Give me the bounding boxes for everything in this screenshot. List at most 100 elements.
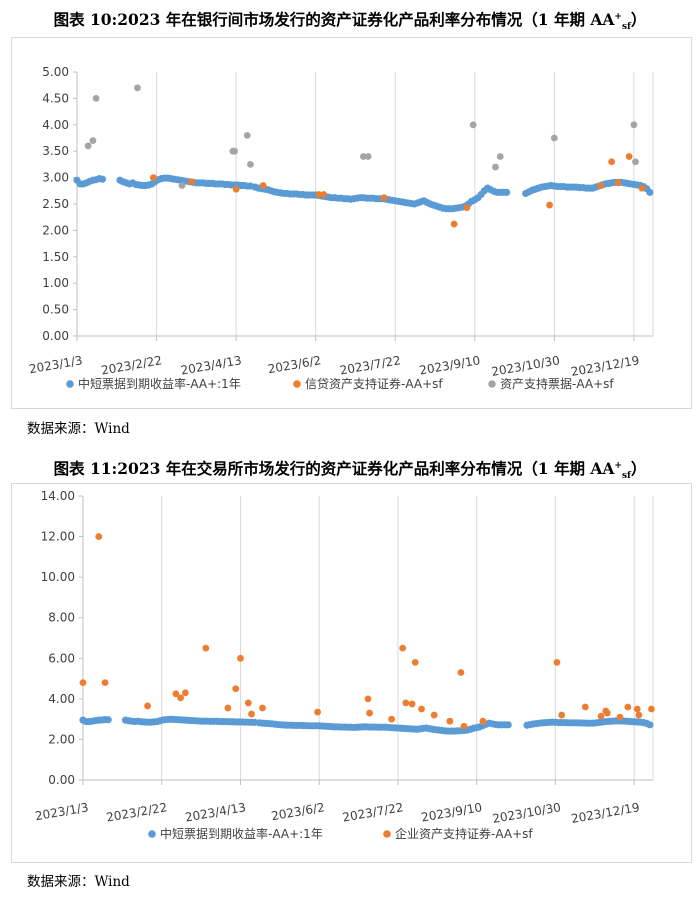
data-point xyxy=(446,717,454,725)
series-1 xyxy=(79,715,654,735)
data-point xyxy=(603,709,611,717)
data-point xyxy=(608,158,616,166)
y-tick-label: 2.00 xyxy=(42,223,69,237)
data-point xyxy=(89,137,97,145)
x-tick-label: 2023/7/22 xyxy=(339,353,402,377)
data-point xyxy=(457,669,465,676)
y-tick-label: 4.00 xyxy=(48,692,75,706)
data-point xyxy=(492,163,499,171)
data-point xyxy=(614,179,622,187)
data-point xyxy=(479,717,487,725)
data-point xyxy=(388,715,396,723)
x-tick-label: 2023/2/22 xyxy=(100,353,163,377)
data-point xyxy=(648,705,655,713)
series-2 xyxy=(149,153,646,228)
legend-label: 信贷资产支持证券-AA+sf xyxy=(305,376,443,391)
chart-11-container: 0.00 2.00 4.00 6.00 8.00 10.00 12.00 14.00 2023/… xyxy=(11,483,692,863)
y-tick-label: 1.00 xyxy=(42,276,69,290)
legend-marker xyxy=(148,830,156,838)
y-tick-label: 12.00 xyxy=(41,530,75,544)
data-point xyxy=(95,533,103,540)
data-point xyxy=(546,201,553,209)
x-tick-label: 2023/10/30 xyxy=(490,353,561,379)
chart-10: 0.00 0.50 1.00 1.50 2.00 2.50 3.00 3.50 4.00 4.50… xyxy=(28,65,654,391)
data-point xyxy=(247,161,254,168)
legend-marker xyxy=(488,380,496,388)
data-point xyxy=(320,191,328,198)
figure-10-source: 数据来源：Wind xyxy=(27,421,130,437)
data-point xyxy=(79,679,87,687)
x-tick-label: 2023/12/19 xyxy=(570,800,641,826)
data-point xyxy=(101,679,109,687)
data-point xyxy=(581,703,589,711)
data-point xyxy=(460,722,468,730)
y-tick-label: 0.00 xyxy=(48,773,75,787)
data-point xyxy=(597,712,605,720)
data-point xyxy=(98,175,107,183)
data-point xyxy=(646,721,654,729)
x-tick-label: 2023/4/13 xyxy=(180,353,243,377)
data-point xyxy=(134,84,141,92)
y-tick-label: 6.00 xyxy=(48,651,75,665)
data-point xyxy=(411,658,419,666)
legend-marker xyxy=(293,380,301,388)
data-point xyxy=(430,711,438,719)
data-point xyxy=(633,705,641,713)
x-tick-label: 2023/7/22 xyxy=(341,800,404,824)
data-point xyxy=(92,95,100,102)
data-point xyxy=(504,721,512,729)
data-point xyxy=(314,708,322,716)
series-3 xyxy=(84,84,639,189)
y-tick-label: 14.00 xyxy=(41,489,75,503)
data-point xyxy=(550,134,558,142)
y-tick-label: 2.00 xyxy=(48,732,75,746)
x-tick-label: 2023/12/19 xyxy=(570,353,641,379)
data-point xyxy=(232,685,240,693)
data-point xyxy=(646,188,654,196)
y-tick-label: 4.50 xyxy=(42,91,69,105)
x-tick-label: 2023/6/2 xyxy=(267,353,323,376)
figure-10-title: 图表 10:2023 年在银行间市场发行的资产证券化产品利率分布情况（1 年期 … xyxy=(53,10,647,33)
data-point xyxy=(638,184,646,192)
data-point xyxy=(632,158,639,166)
y-tick-label: 5.00 xyxy=(42,65,69,79)
data-point xyxy=(178,182,186,189)
chart-11: 0.00 2.00 4.00 6.00 8.00 10.00 12.00 14.00 2023/… xyxy=(34,489,655,841)
legend-label: 资产支持票据-AA+sf xyxy=(500,376,614,391)
y-tick-label: 8.00 xyxy=(48,611,75,625)
data-point xyxy=(630,121,638,129)
chart-10-container: 0.00 0.50 1.00 1.50 2.00 2.50 3.00 3.50 4.00 4.50… xyxy=(11,37,692,409)
data-point xyxy=(408,700,416,708)
data-point xyxy=(224,704,232,712)
data-point xyxy=(104,716,112,724)
data-point xyxy=(625,153,633,160)
data-point xyxy=(172,690,180,698)
data-point xyxy=(469,121,477,129)
data-point xyxy=(231,147,238,155)
data-point xyxy=(553,658,561,666)
y-tick-label: 0.00 xyxy=(42,329,69,343)
data-point xyxy=(248,710,255,718)
legend-label: 企业资产支持证券-AA+sf xyxy=(395,826,533,841)
data-point xyxy=(188,178,195,186)
data-point xyxy=(259,704,266,712)
data-point xyxy=(202,644,210,652)
data-point xyxy=(149,174,157,182)
data-point xyxy=(399,644,407,652)
data-point xyxy=(181,689,189,697)
data-point xyxy=(315,191,323,198)
data-point xyxy=(360,153,367,160)
data-point xyxy=(364,695,372,703)
y-tick-label: 4.00 xyxy=(42,118,69,132)
data-point xyxy=(450,220,458,228)
data-point xyxy=(380,194,388,202)
x-tick-label: 2023/1/3 xyxy=(34,800,90,823)
data-point xyxy=(635,711,643,719)
figure-11-title: 图表 11:2023 年在交易所市场发行的资产证券化产品利率分布情况（1 年期 … xyxy=(53,459,647,482)
y-tick-label: 3.50 xyxy=(42,144,69,158)
legend-marker xyxy=(383,830,391,838)
y-tick-label: 10.00 xyxy=(41,570,75,584)
data-point xyxy=(463,204,471,212)
data-point xyxy=(243,131,251,139)
data-point xyxy=(177,694,185,702)
